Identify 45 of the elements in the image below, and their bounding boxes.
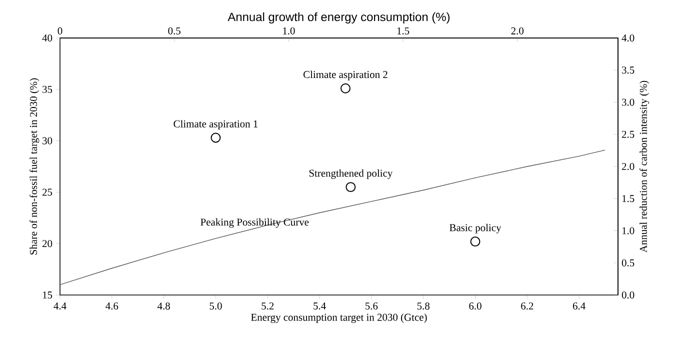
x2-tick-label: 2.0 — [511, 27, 524, 34]
annotation: Climate aspiration 2 — [304, 70, 388, 80]
x-tick-label: 5.2 — [262, 302, 274, 310]
x2-tick-label: 1.0 — [283, 27, 295, 34]
y2-tick-label: 0.5 — [622, 259, 634, 266]
x-tick-label: 4.6 — [106, 302, 118, 310]
y-tick-label: 35 — [42, 86, 52, 93]
y2-tick-label: 2.0 — [622, 162, 634, 170]
y2-tick-label: 2.5 — [622, 130, 634, 138]
x-tick-label: 5.0 — [210, 302, 222, 310]
y2-tick-label: 1.5 — [622, 195, 634, 202]
y2-tick-label: 0.0 — [622, 291, 634, 299]
x-tick-label: 5.4 — [314, 302, 326, 310]
y-tick-label: 40 — [42, 34, 52, 42]
x2-tick-label: 0 — [58, 27, 62, 34]
y2-tick-label: 3.5 — [622, 66, 634, 74]
annotation: Climate aspiration 1 — [174, 120, 258, 130]
annotation: Peaking Possibility Curve — [200, 218, 309, 228]
x-axis-title: Energy consumption target in 2030 (Gtce) — [251, 313, 427, 323]
annotation: Basic policy — [450, 224, 502, 234]
x-tick-label: 4.4 — [54, 302, 66, 310]
x-tick-label: 6.0 — [469, 302, 482, 310]
x-tick-label: 5.8 — [417, 302, 430, 310]
x-tick-label: 5.6 — [366, 302, 378, 310]
y-tick-label: 20 — [42, 240, 52, 248]
point — [340, 83, 350, 94]
x-tick-label: 6.4 — [572, 302, 586, 310]
y-tick-label: 25 — [42, 188, 52, 196]
x2-axis-title: Annual growth of energy consumption (%) — [228, 12, 450, 24]
y2-tick-label: 4.0 — [622, 34, 634, 42]
x2-tick-label: 1.5 — [397, 27, 410, 34]
point — [470, 236, 480, 247]
x-tick-label: 4.8 — [157, 302, 170, 310]
y2-tick-label: 3.0 — [622, 98, 634, 106]
y-axis-title: Share of non-fossil fuel target in 2030 (%) — [30, 78, 40, 254]
x-tick-label: 6.2 — [521, 302, 534, 310]
y-tick-label: 15 — [42, 291, 52, 299]
annotation: Strengthened policy — [309, 169, 393, 179]
line-series — [60, 150, 606, 286]
x2-tick-label: 0.5 — [168, 27, 180, 34]
point — [210, 132, 221, 143]
point — [346, 182, 356, 192]
y-tick-label: 30 — [42, 137, 52, 144]
y2-axis-title: Annual reduction of carbon intensity (%) — [639, 80, 650, 253]
y2-tick-label: 1.0 — [622, 227, 634, 234]
